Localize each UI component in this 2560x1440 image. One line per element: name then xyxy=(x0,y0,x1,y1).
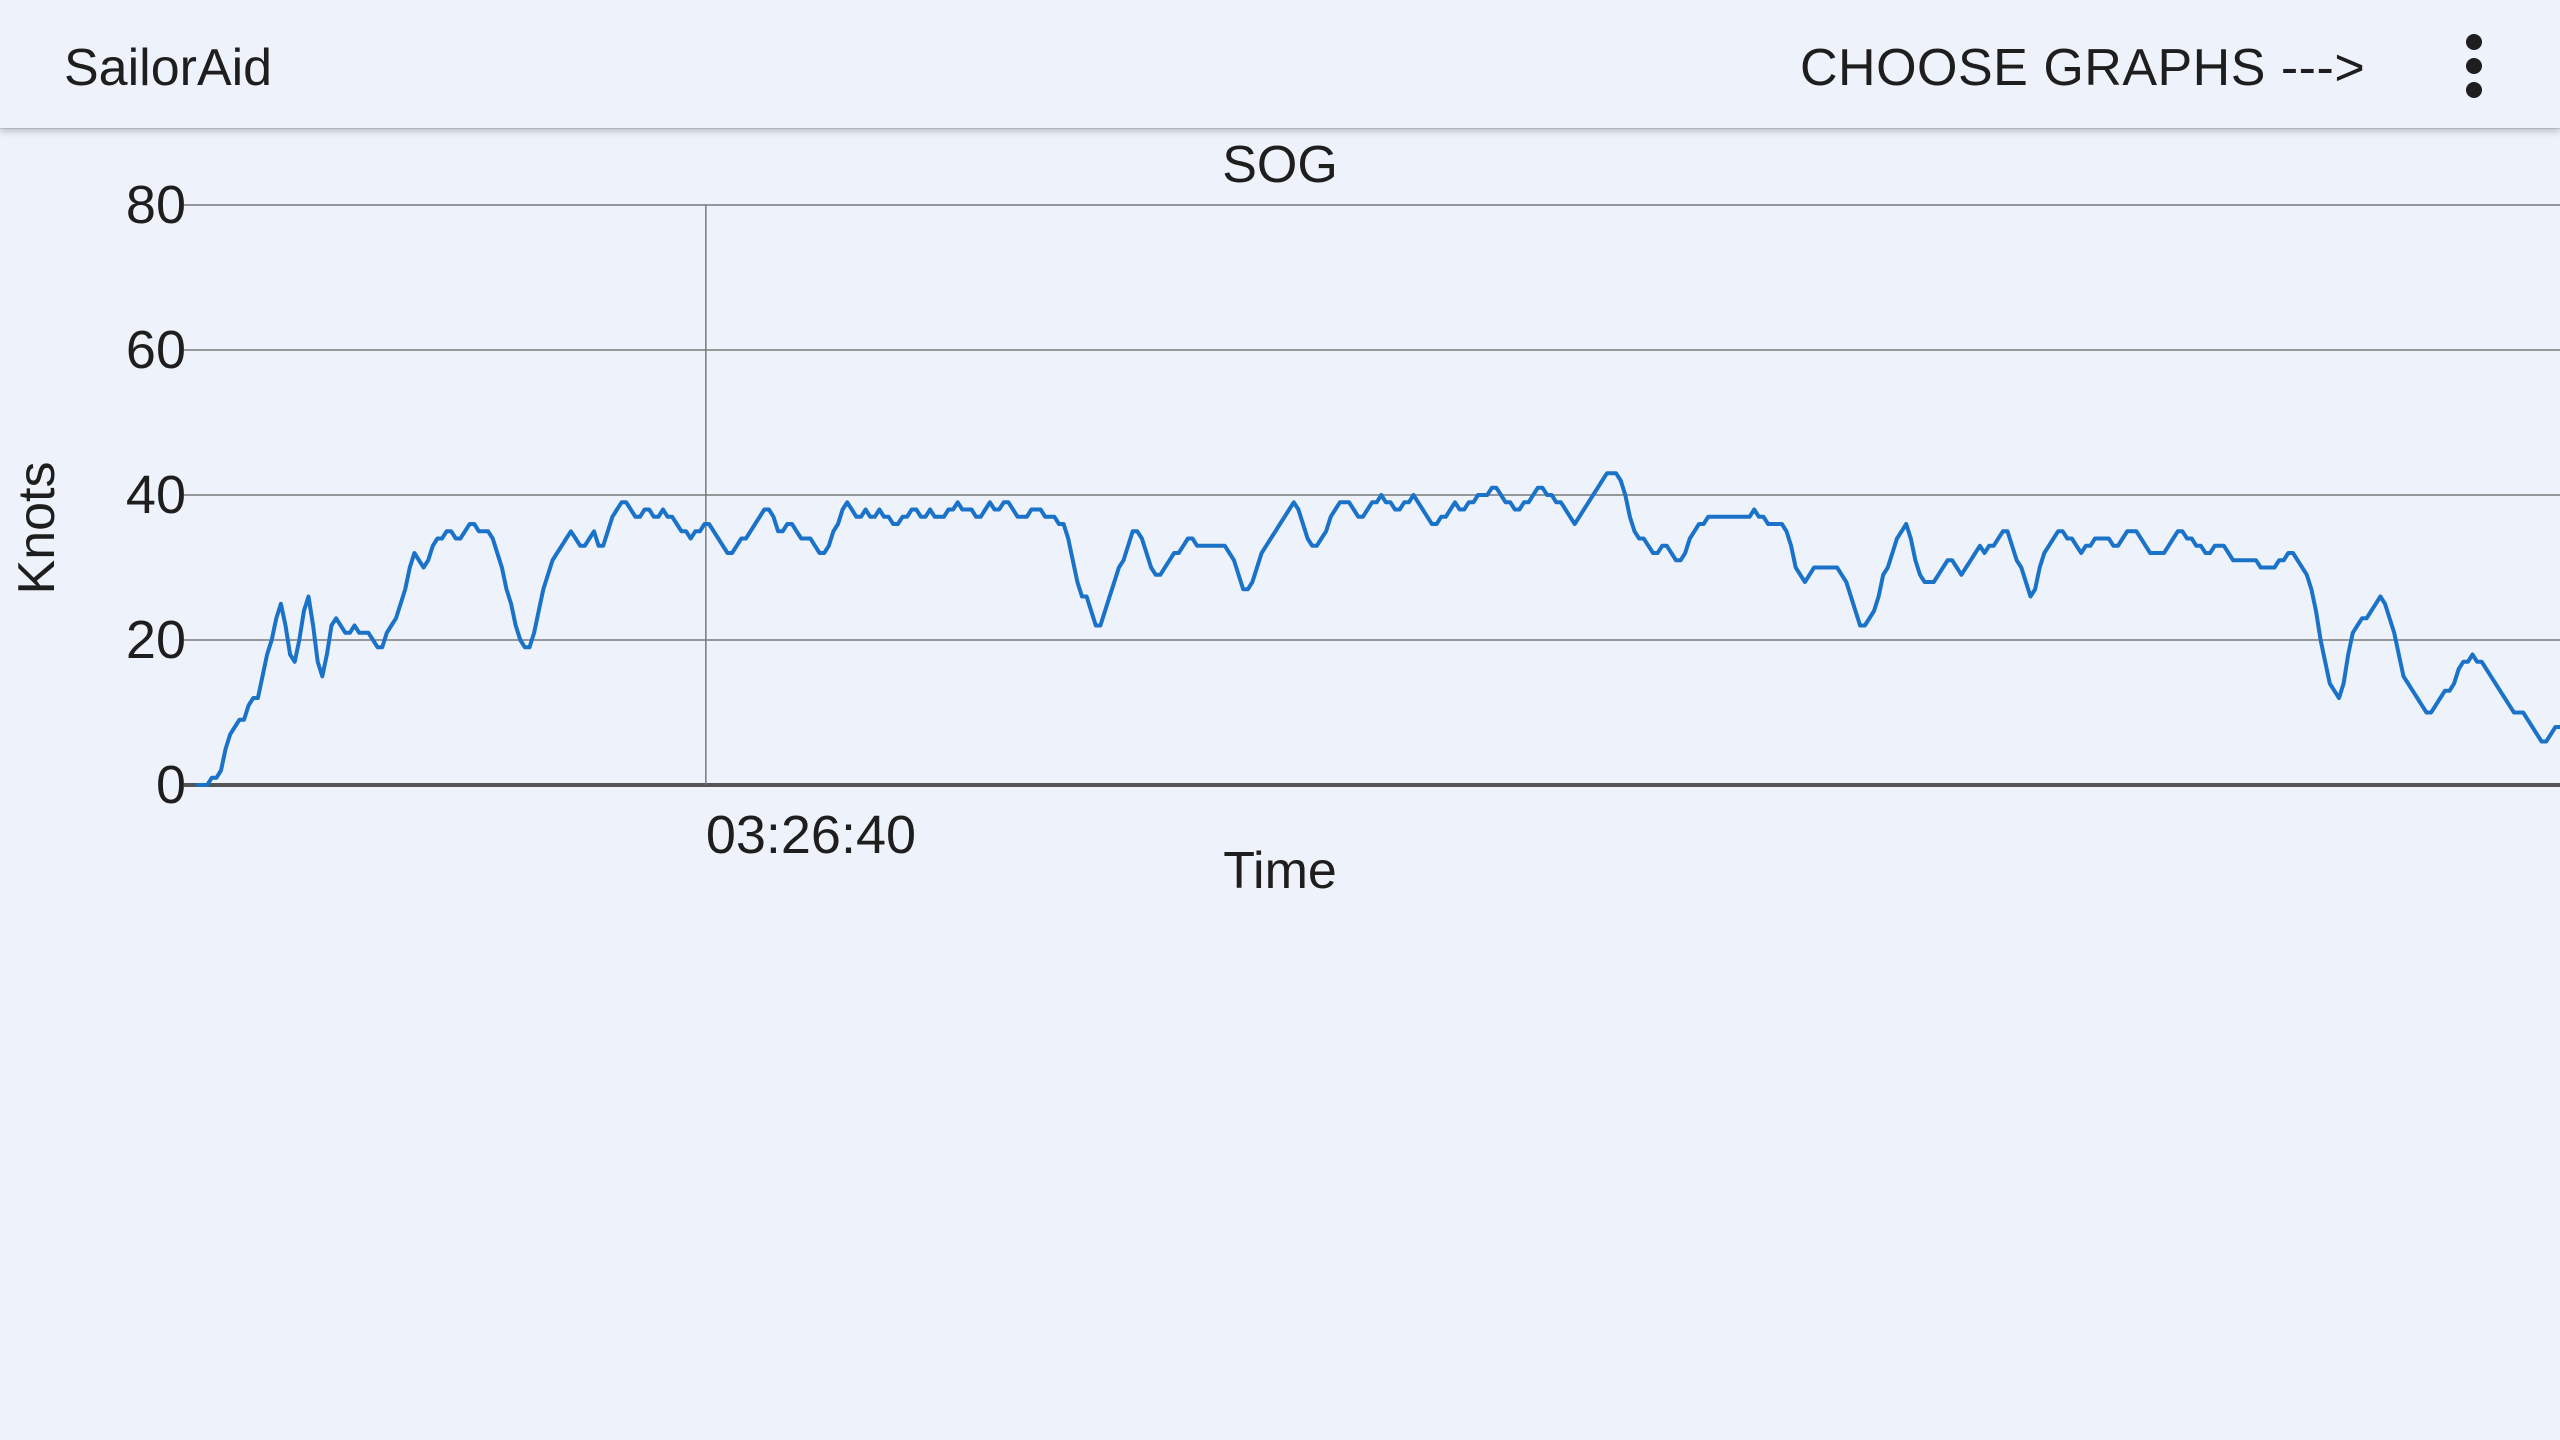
sog-series-line xyxy=(196,471,2560,787)
y-tick-label: 40 xyxy=(126,465,186,525)
y-tick-label: 20 xyxy=(126,610,186,670)
y-tick-label: 0 xyxy=(156,755,186,815)
dot-2 xyxy=(2466,58,2482,74)
app-bar: SailorAid CHOOSE GRAPHS ---> xyxy=(0,0,2560,128)
series-layer xyxy=(196,471,2560,787)
y-tick-label: 60 xyxy=(126,320,186,380)
axis-layer: 0 20 40 60 80 03:26:40 xyxy=(126,175,916,865)
sog-chart-svg: 0 20 40 60 80 03:26:40 SOG Time Knots xyxy=(8,136,2560,900)
dot-1 xyxy=(2466,34,2482,50)
y-tick-label: 80 xyxy=(126,175,186,235)
dot-3 xyxy=(2466,82,2482,98)
more-vert-icon[interactable] xyxy=(2426,24,2522,108)
chart-title: SOG xyxy=(1222,136,1338,194)
choose-graphs-button[interactable]: CHOOSE GRAPHS ---> xyxy=(1780,20,2385,116)
sog-chart[interactable]: 0 20 40 60 80 03:26:40 SOG Time Knots xyxy=(0,130,2560,950)
x-tick-label: 03:26:40 xyxy=(706,805,916,865)
y-axis-label: Knots xyxy=(8,462,66,595)
x-axis-label: Time xyxy=(1223,842,1337,900)
app-title: SailorAid xyxy=(64,39,273,97)
grid-layer xyxy=(184,204,2560,787)
